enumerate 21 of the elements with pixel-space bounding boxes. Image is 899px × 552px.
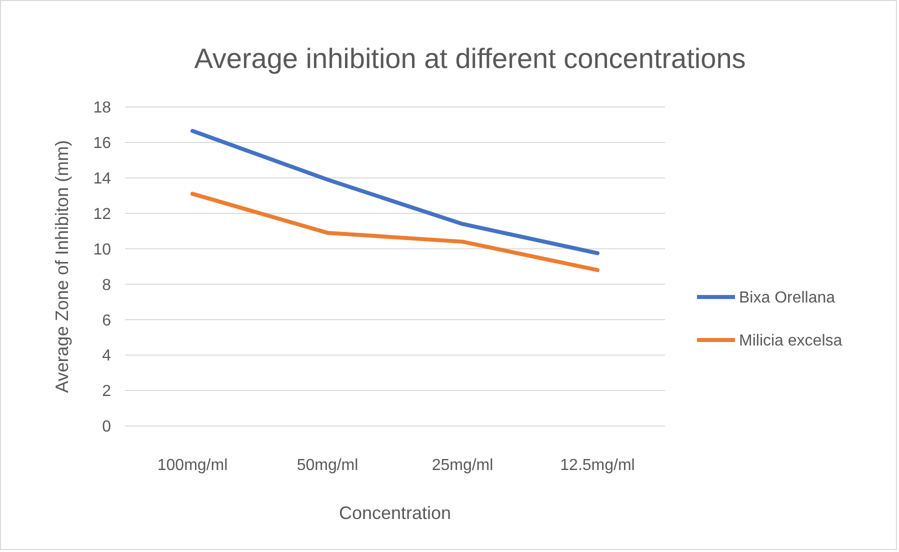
x-tick-label: 50mg/ml [296, 457, 358, 474]
y-axis-title: Average Zone of Inhibiton (mm) [52, 140, 72, 393]
y-tick-label: 18 [93, 100, 112, 117]
y-tick-label: 6 [102, 312, 112, 330]
x-axis-title: Concentration [338, 503, 452, 523]
y-tick-label: 12 [93, 206, 112, 223]
chart-title: Average inhibition at different concentrations [194, 43, 746, 74]
legend-label: Milicia excelsa [739, 332, 842, 350]
y-tick-label: 0 [102, 418, 112, 436]
line-series [190, 128, 600, 256]
y-tick-label: 2 [102, 383, 112, 400]
x-tick-label: 25mg/ml [432, 457, 494, 474]
y-tick-label: 10 [93, 241, 112, 258]
x-tick-label: 100mg/ml [157, 457, 228, 474]
legend-label: Bixa Orellana [739, 290, 836, 307]
y-tick-label: 4 [102, 348, 112, 365]
x-tick-label: 12.5mg/ml [560, 457, 635, 474]
y-tick-label: 8 [102, 276, 112, 294]
y-tick-label: 16 [93, 135, 112, 152]
y-tick-label: 14 [93, 170, 112, 188]
line-series [190, 192, 600, 272]
